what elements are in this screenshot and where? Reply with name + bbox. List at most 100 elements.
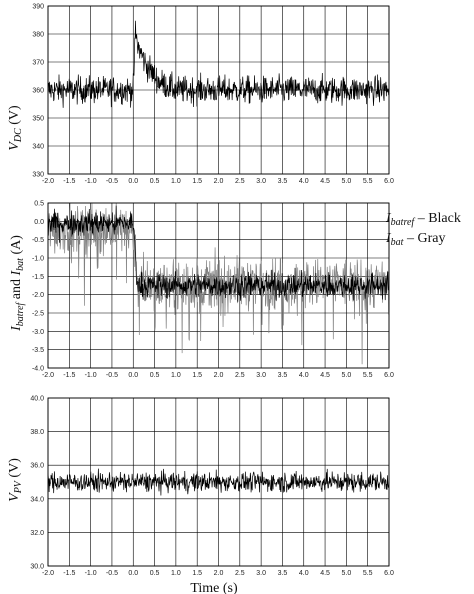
y-tick-label: -4.0 — [32, 366, 44, 373]
x-tick-label: 5.0 — [342, 570, 352, 577]
y-tick-label: -1.5 — [32, 274, 44, 281]
x-tick-label: 4.5 — [320, 570, 330, 577]
x-tick-label: 3.0 — [256, 372, 266, 379]
x-tick-label: 3.5 — [278, 570, 288, 577]
y-tick-label: -3.0 — [32, 329, 44, 336]
ylabel-vpv: VPV (V) — [7, 458, 24, 502]
x-tick-label: 0.0 — [128, 372, 138, 379]
ylabel-vpv-unit: (V) — [7, 458, 22, 481]
x-tick-label: 0.5 — [150, 570, 160, 577]
x-tick-label: 5.5 — [363, 372, 373, 379]
plot-area-vpv: -2.0 -1.5 -1.0 -0.5 0.0 0.5 1.0 1.5 2.0 2.5 3.0 3.5… — [30, 396, 394, 578]
x-tick-label: 5.5 — [363, 570, 373, 577]
x-tick-label: 4.5 — [320, 178, 330, 185]
x-tick-label: 2.5 — [235, 372, 245, 379]
x-tick-label: 1.5 — [192, 372, 202, 379]
x-tick-label: -0.5 — [106, 372, 118, 379]
y-tick-label: 40.0 — [30, 396, 44, 403]
y-tick-label: 350 — [32, 116, 44, 123]
x-tick-label: 5.0 — [342, 178, 352, 185]
panel-vdc: -2.0 -1.5 -1.0 -0.5 0.0 0.5 1.0 1.5 2.0 2.5 3.0 3.5… — [7, 4, 394, 186]
x-tick-label: -0.5 — [106, 570, 118, 577]
svg-text:VDC (V): VDC (V) — [7, 105, 24, 151]
x-tick-label: 3.0 — [256, 178, 266, 185]
x-tick-label: 2.0 — [214, 570, 224, 577]
legend-item-gray: Ibat – Gray — [385, 231, 445, 248]
y-tick-label: 340 — [32, 144, 44, 151]
y-tick-label: 0.0 — [34, 219, 44, 226]
x-tick-label: -1.5 — [63, 372, 75, 379]
y-tick-label: 360 — [32, 88, 44, 95]
ylabel-vpv-sub: PV — [13, 479, 24, 494]
x-tick-label: 3.0 — [256, 570, 266, 577]
x-tick-label: -0.5 — [106, 178, 118, 185]
y-tick-label: 380 — [32, 32, 44, 39]
ylabel-vdc-sub: DC — [13, 128, 24, 143]
ylabel-vdc-unit: (V) — [7, 105, 22, 128]
x-tick-label: 0.0 — [128, 178, 138, 185]
ylabel-ibat-i1: I — [9, 325, 24, 332]
series-line-vdc-0 — [47, 20, 390, 108]
x-tick-label: 3.5 — [278, 178, 288, 185]
x-tick-label: 3.5 — [278, 372, 288, 379]
plot-frame-vpv — [47, 397, 390, 567]
y-tick-label: 370 — [32, 60, 44, 67]
y-tick-label: -0.5 — [32, 237, 44, 244]
y-tick-label: -2.0 — [32, 292, 44, 299]
x-tick-label: -2.0 — [42, 570, 54, 577]
y-tick-label: 330 — [32, 172, 44, 179]
x-tick-label: 2.5 — [235, 570, 245, 577]
svg-text:VPV (V): VPV (V) — [7, 458, 24, 502]
x-tick-label: 5.0 — [342, 372, 352, 379]
y-tick-label: -1.0 — [32, 256, 44, 263]
y-tick-label: 32.0 — [30, 530, 44, 537]
x-tick-label: 1.0 — [171, 178, 181, 185]
y-tick-label: -3.5 — [32, 347, 44, 354]
panel-vpv: -2.0 -1.5 -1.0 -0.5 0.0 0.5 1.0 1.5 2.0 2.5 3.0 3.5… — [7, 396, 394, 578]
x-tick-label: -1.0 — [85, 178, 97, 185]
x-tick-label: 4.5 — [320, 372, 330, 379]
ylabel-vdc-main: V — [7, 141, 22, 151]
x-tick-label: 4.0 — [299, 570, 309, 577]
x-tick-label: -1.5 — [63, 178, 75, 185]
x-tick-label: 1.5 — [192, 178, 202, 185]
legend-item-black: Ibatref – Black — [385, 211, 461, 228]
x-tick-label: 4.0 — [299, 372, 309, 379]
y-tick-label: 36.0 — [30, 463, 44, 470]
x-tick-label: -2.0 — [42, 372, 54, 379]
x-tick-label: -1.0 — [85, 570, 97, 577]
x-tick-label: 6.0 — [384, 372, 394, 379]
x-tick-label: 1.0 — [171, 372, 181, 379]
y-tick-label: 38.0 — [30, 429, 44, 436]
plot-frame-ibat — [47, 202, 390, 369]
x-tick-label: 0.5 — [150, 372, 160, 379]
x-tick-label: 2.0 — [214, 178, 224, 185]
x-tick-label: 4.0 — [299, 178, 309, 185]
y-tick-label: 30.0 — [30, 564, 44, 571]
x-axis-label: Time (s) — [190, 581, 238, 594]
x-tick-label: 2.0 — [214, 372, 224, 379]
legend: Ibatref – Black Ibat – Gray — [385, 211, 461, 248]
ylabel-ibat-i2: I — [9, 269, 24, 276]
x-tick-label: 0.5 — [150, 178, 160, 185]
x-tick-label: 6.0 — [384, 570, 394, 577]
plot-area-vdc: -2.0 -1.5 -1.0 -0.5 0.0 0.5 1.0 1.5 2.0 2.5 3.0 3.5… — [32, 4, 394, 186]
x-tick-label: 0.0 — [128, 570, 138, 577]
ylabel-ibat-sub1: batref — [15, 301, 26, 326]
x-tick-label: 1.0 — [171, 570, 181, 577]
x-tick-label: 1.5 — [192, 570, 202, 577]
x-tick-label: 5.5 — [363, 178, 373, 185]
ylabel-vpv-main: V — [7, 492, 22, 502]
x-tick-label: 2.5 — [235, 178, 245, 185]
ylabel-ibat-sub2: bat — [15, 258, 26, 271]
y-tick-label: -2.5 — [32, 311, 44, 318]
series-line-ibat-1 — [47, 205, 390, 302]
plot-frame-vdc — [47, 5, 390, 175]
x-tick-label: 6.0 — [384, 178, 394, 185]
y-tick-label: 390 — [32, 4, 44, 11]
panel-ibat: -2.0 -1.5 -1.0 -0.5 0.0 0.5 1.0 1.5 2.0 2.5 3.0 3.5… — [9, 201, 461, 380]
ylabel-ibat: Ibatref and Ibat (A) — [9, 235, 26, 332]
x-tick-label: -1.5 — [63, 570, 75, 577]
series-line-vpv-0 — [47, 468, 390, 496]
